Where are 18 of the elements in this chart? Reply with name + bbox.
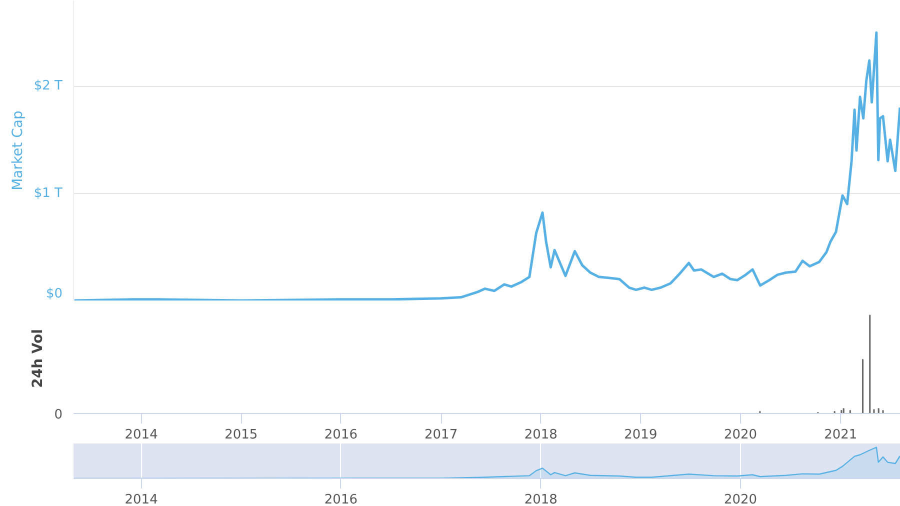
x-tick-label: 2015 bbox=[224, 428, 258, 442]
y-tick-label: $1 T bbox=[34, 186, 63, 201]
text: 0 bbox=[54, 408, 63, 422]
y-axis-title: 24h Vol bbox=[30, 329, 46, 388]
x-tick-label: 2021 bbox=[824, 428, 858, 442]
x-tick-label: 2016 bbox=[324, 428, 358, 442]
y-tick-label: $0 bbox=[46, 286, 63, 302]
x-tick-label: 2020 bbox=[724, 492, 758, 506]
y-tick-label: $2 T bbox=[34, 78, 63, 94]
x-tick-label: 2020 bbox=[724, 428, 758, 442]
x-tick-label: 2017 bbox=[424, 428, 458, 442]
x-tick-label: 2014 bbox=[124, 428, 158, 442]
x-tick-label: 2014 bbox=[124, 492, 158, 506]
x-tick-label: 2019 bbox=[624, 428, 658, 442]
x-tick-label: 2016 bbox=[324, 492, 358, 506]
x-tick-label: 2018 bbox=[524, 428, 558, 442]
y-axis-title: Market Cap bbox=[10, 110, 26, 190]
x-tick-label: 2018 bbox=[524, 492, 558, 506]
